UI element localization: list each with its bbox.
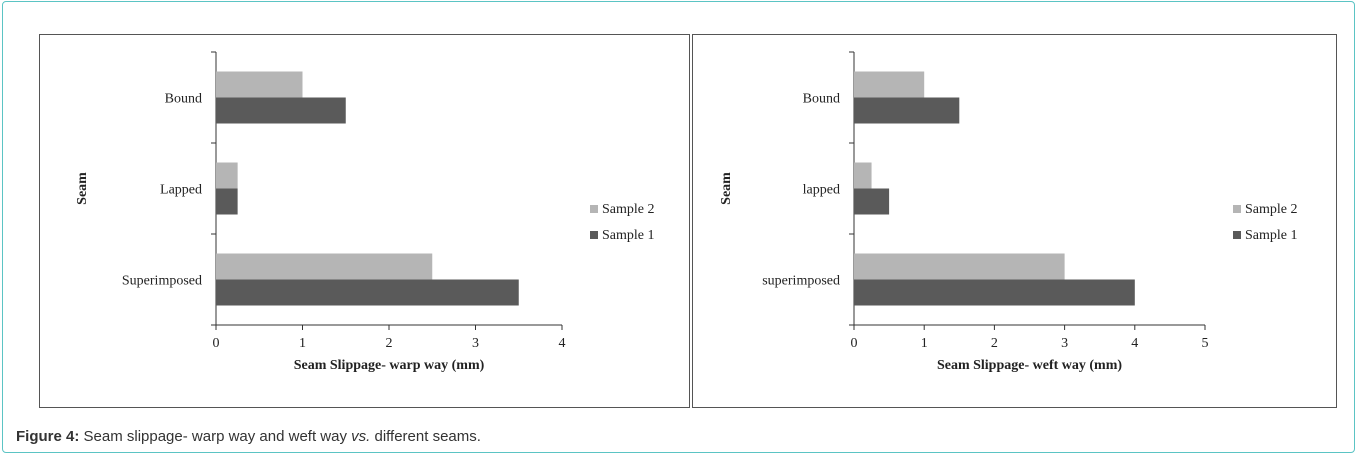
x-tick-label: 3 [1061, 336, 1068, 351]
legend-swatch [590, 205, 598, 213]
bar-sample-1 [854, 188, 890, 215]
category-label: lapped [803, 183, 840, 198]
bar-sample-2 [216, 162, 238, 189]
legend-label: Sample 2 [602, 202, 655, 217]
x-tick-label: 2 [991, 336, 998, 351]
bar-sample-2 [854, 162, 872, 189]
bar-sample-2 [216, 71, 303, 98]
chart-panel-weft: Bound lapped superimposed 0 1 2 3 4 5 Seam Slippa… [692, 34, 1337, 408]
category-label: Bound [165, 92, 202, 107]
x-axis-title: Seam Slippage- warp way (mm) [294, 358, 485, 373]
bar-sample-1 [216, 279, 519, 306]
caption-label: Figure 4: [16, 428, 80, 445]
y-axis-title: Seam [75, 172, 90, 205]
chart-weft: Bound lapped superimposed 0 1 2 3 4 5 Seam Slippa… [719, 51, 1298, 373]
x-tick-label: 5 [1202, 336, 1209, 351]
x-tick-label: 1 [299, 336, 306, 351]
chart-warp: Bound Lapped Superimposed 0 1 2 3 4 Seam Slippag… [75, 51, 655, 373]
bar-sample-1 [854, 279, 1135, 306]
y-axis-title: Seam [719, 172, 734, 205]
bar-sample-1 [854, 97, 960, 124]
x-tick-label: 4 [559, 336, 566, 351]
bar-sample-2 [216, 253, 433, 280]
bar-sample-1 [216, 188, 238, 215]
legend-label: Sample 2 [1245, 202, 1298, 217]
chart-panel-warp: Bound Lapped Superimposed 0 1 2 3 4 Seam Slippag… [39, 34, 690, 408]
x-tick-label: 0 [851, 336, 858, 351]
bar-sample-2 [854, 253, 1065, 280]
category-label: superimposed [762, 274, 840, 289]
caption-italic: vs. [351, 428, 371, 445]
legend-swatch [1233, 231, 1241, 239]
category-label: Superimposed [122, 274, 202, 289]
x-tick-label: 1 [921, 336, 928, 351]
category-label: Lapped [160, 183, 202, 198]
bar-sample-2 [854, 71, 925, 98]
figure-caption: Figure 4: Seam slippage- warp way and we… [16, 428, 481, 445]
caption-text: Seam slippage- warp way and weft way [79, 428, 352, 445]
x-tick-label: 0 [213, 336, 220, 351]
category-label: Bound [803, 92, 840, 107]
bar-sample-1 [216, 97, 346, 124]
legend-swatch [590, 231, 598, 239]
x-axis-title: Seam Slippage- weft way (mm) [937, 358, 1122, 373]
x-tick-label: 3 [472, 336, 479, 351]
x-tick-label: 2 [386, 336, 393, 351]
legend-label: Sample 1 [1245, 228, 1298, 243]
legend-label: Sample 1 [602, 228, 655, 243]
caption-text-end: different seams. [370, 428, 481, 445]
legend-swatch [1233, 205, 1241, 213]
x-tick-label: 4 [1131, 336, 1138, 351]
